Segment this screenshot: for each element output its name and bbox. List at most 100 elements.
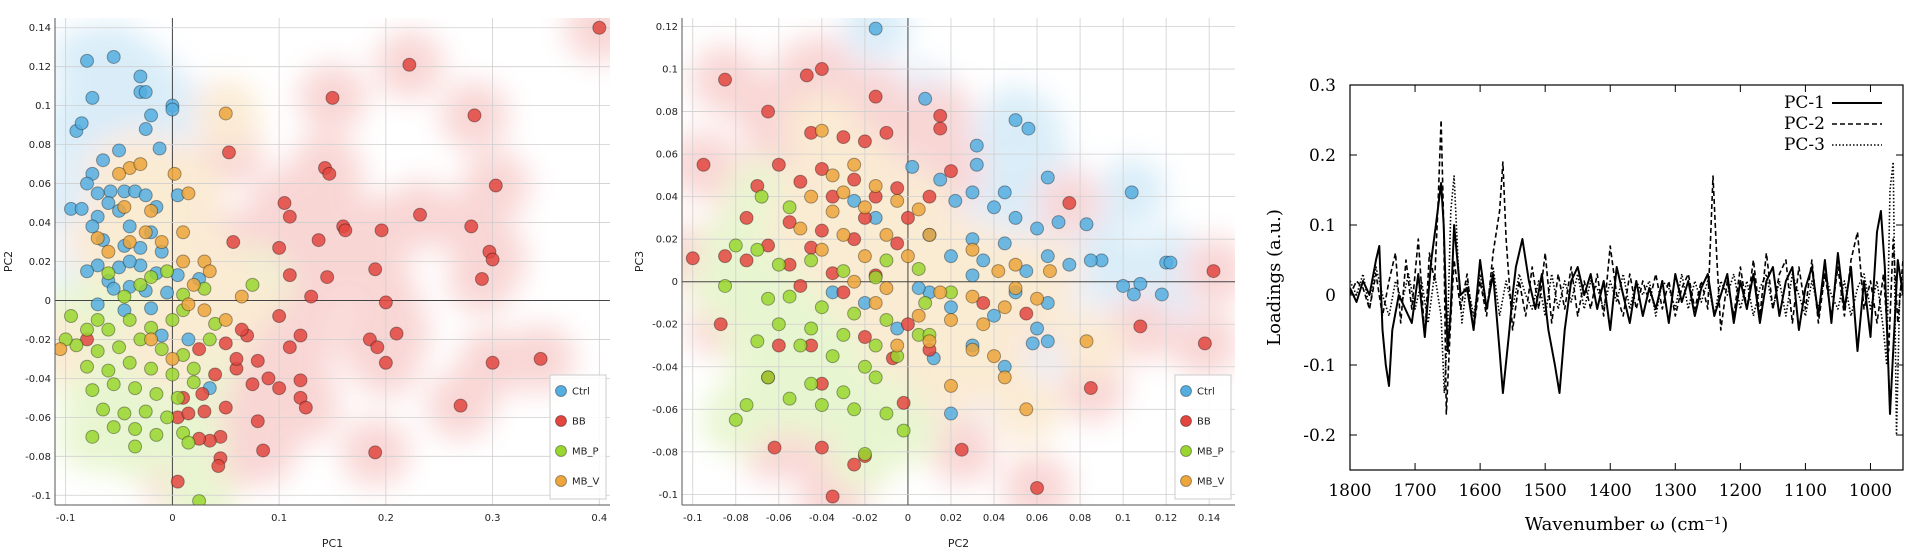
x-axis-label: PC2 (948, 537, 969, 550)
point-bb (370, 340, 385, 355)
point-mb_v (165, 351, 180, 366)
x-tick-label: 0.04 (983, 513, 1005, 524)
point-ctrl (80, 53, 95, 68)
point-bb (685, 251, 700, 266)
point-ctrl (74, 201, 89, 216)
legend-label: MB_P (572, 447, 599, 458)
point-bb (272, 381, 287, 396)
point-mb_v (868, 179, 883, 194)
x-axis-label: Wavenumber ω (cm⁻¹) (1525, 514, 1729, 535)
point-ctrl (1030, 321, 1045, 336)
point-bb (1083, 381, 1098, 396)
point-ctrl (1124, 185, 1139, 200)
x-tick-label: 0.2 (378, 513, 394, 524)
point-mb_v (911, 202, 926, 217)
point-mb_v (144, 203, 159, 218)
y-axis-label: Loadings (a.u.) (1264, 209, 1285, 346)
point-mb_v (90, 231, 105, 246)
legend-marker-mb_p (1180, 445, 1192, 457)
point-bb (718, 249, 733, 264)
point-mb_v (965, 342, 980, 357)
point-bb (771, 338, 786, 353)
point-ctrl (965, 268, 980, 283)
point-mb_p (85, 429, 100, 444)
point-bb (234, 322, 249, 337)
point-mb_v (857, 200, 872, 215)
point-bb (1019, 306, 1034, 321)
point-bb (761, 104, 776, 119)
point-ctrl (918, 91, 933, 106)
point-ctrl (144, 108, 159, 123)
point-mb_v (133, 157, 148, 172)
point-mb_p (160, 264, 175, 279)
point-bb (868, 89, 883, 104)
point-bb (890, 181, 905, 196)
point-ctrl (1133, 276, 1148, 291)
point-mb_v (900, 249, 915, 264)
point-mb_p (771, 257, 786, 272)
point-mb_v (991, 264, 1006, 279)
point-mb_p (64, 309, 79, 324)
x-tick-label: 0.06 (1026, 513, 1048, 524)
point-mb_v (176, 225, 191, 240)
point-bb (197, 404, 212, 419)
legend-marker-mb_p (555, 445, 567, 457)
legend-label: PC-1 (1784, 93, 1825, 113)
point-mb_p (804, 253, 819, 268)
point-bb (338, 223, 353, 238)
y-tick-label: 0 (672, 277, 678, 288)
point-mb_v (847, 274, 862, 289)
point-bb (900, 210, 915, 225)
point-ctrl (96, 153, 111, 168)
point-ctrl (1030, 221, 1045, 236)
point-bb (592, 20, 607, 35)
point-mb_v (181, 186, 196, 201)
point-mb_v (144, 332, 159, 347)
point-mb_p (144, 361, 159, 376)
legend-marker-bb (555, 415, 567, 427)
point-bb (485, 252, 500, 267)
point-bb (771, 157, 786, 172)
y-tick-label: 0.08 (29, 140, 51, 151)
point-mb_v (825, 204, 840, 219)
y-tick-label: 0.06 (656, 150, 678, 161)
y-tick-label: -0.1 (658, 490, 678, 501)
points (55, 20, 607, 505)
point-mb_p (750, 334, 765, 349)
density-blob (841, 18, 910, 63)
x-tick-label: -0.08 (723, 513, 749, 524)
point-ctrl (80, 264, 95, 279)
legend-label: PC-3 (1784, 135, 1825, 155)
pca-scatter-pc1-pc2: -0.1 0 0.1 0.2 0.3 0.4 -0.1 -0.08 -0.06 -0.04 -0.0… (2, 18, 610, 550)
x-tick-label: 0.3 (485, 513, 501, 524)
point-mb_p (814, 300, 829, 315)
point-bb (933, 121, 948, 136)
point-bb (767, 440, 782, 455)
point-mb_p (793, 338, 808, 353)
point-bb (847, 457, 862, 472)
point-mb_v (890, 193, 905, 208)
y-tick-label: 0.2 (1309, 146, 1336, 166)
legend-label: MB_V (1197, 477, 1224, 488)
point-bb (368, 262, 383, 277)
x-tick-label: 0.1 (1115, 513, 1131, 524)
point-bb (277, 196, 292, 211)
point-bb (1206, 264, 1221, 279)
point-bb (256, 443, 271, 458)
point-mb_v (804, 189, 819, 204)
point-ctrl (138, 122, 153, 137)
point-bb (282, 340, 297, 355)
point-mb_p (754, 189, 769, 204)
x-tick-label: 1800 (1328, 481, 1371, 501)
point-bb (413, 207, 428, 222)
loadings-line-chart: 1800 1700 1600 1500 1400 1300 1200 1100 1000 -0.2… (1264, 76, 1904, 535)
legend: Ctrl BB MB_P MB_V (1174, 374, 1232, 500)
point-mb_p (750, 242, 765, 257)
y-tick-label: 0.02 (656, 235, 678, 246)
point-mb_p (918, 295, 933, 310)
point-ctrl (152, 141, 167, 156)
point-ctrl (122, 219, 137, 234)
point-mb_p (804, 376, 819, 391)
point-mb_p (202, 332, 217, 347)
point-mb_v (922, 334, 937, 349)
